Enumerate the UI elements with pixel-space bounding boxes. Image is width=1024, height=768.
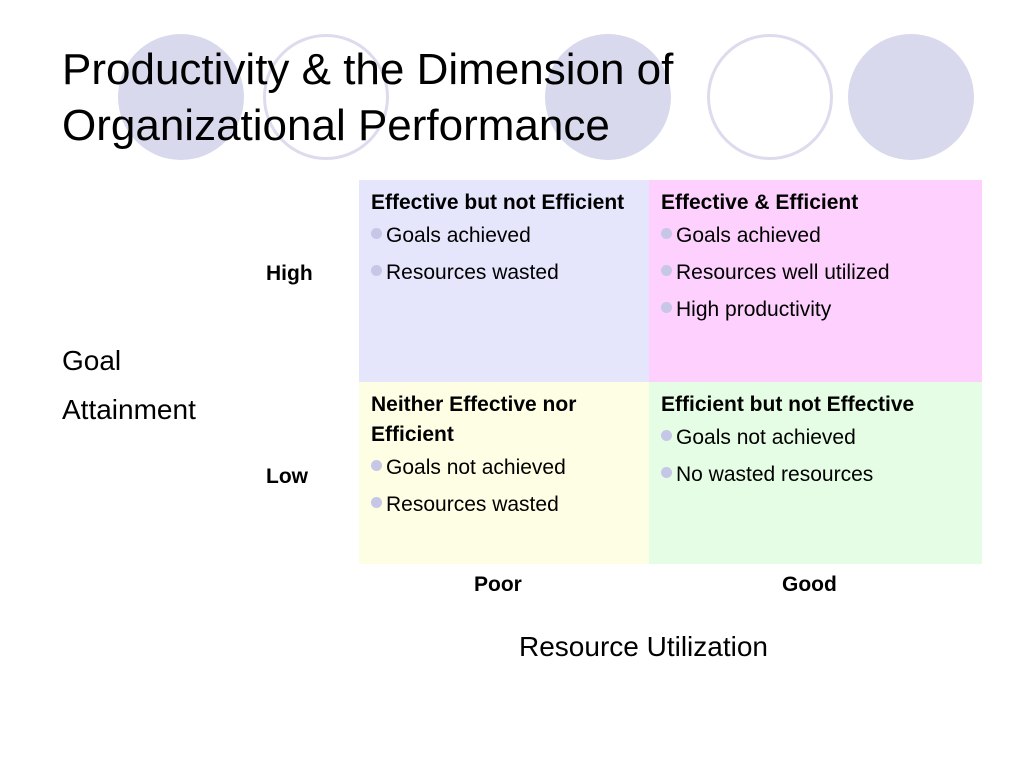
decorative-circle	[118, 34, 244, 160]
x-tick-poor: Poor	[474, 573, 522, 596]
list-item-text: Resources well utilized	[676, 261, 890, 284]
list-item: No wasted resources	[661, 462, 970, 488]
list-item-text: Goals achieved	[676, 224, 821, 247]
list-item: Goals not achieved	[661, 425, 970, 451]
slide-title-line1: Productivity & the Dimension of	[62, 45, 674, 94]
bullet-icon	[661, 467, 672, 478]
decorative-circle	[707, 34, 833, 160]
decorative-circle	[545, 34, 671, 160]
cell-list: Goals achieved Resources wasted	[371, 223, 637, 286]
matrix-cell-high-poor: Effective but not Efficient Goals achiev…	[359, 180, 649, 382]
cell-title: Efficient but not Effective	[661, 393, 915, 416]
x-tick-good: Good	[782, 573, 837, 596]
list-item: Resources well utilized	[661, 260, 970, 286]
y-tick-low: Low	[266, 465, 308, 488]
list-item-text: Goals not achieved	[676, 426, 856, 449]
matrix-cell-high-good: Effective & Efficient Goals achieved Res…	[649, 180, 982, 382]
y-axis-label-line2: Attainment	[62, 394, 196, 425]
bullet-icon	[371, 497, 382, 508]
bullet-icon	[661, 430, 672, 441]
list-item-text: Goals not achieved	[386, 456, 566, 479]
cell-list: Goals achieved Resources well utilized H…	[661, 223, 970, 323]
list-item-text: High productivity	[676, 298, 832, 321]
slide-title: Productivity & the Dimension of Organiza…	[62, 42, 962, 154]
cell-title: Effective & Efficient	[661, 191, 859, 214]
bullet-icon	[371, 228, 382, 239]
bullet-icon	[371, 460, 382, 471]
list-item: Goals not achieved	[371, 455, 637, 481]
cell-list: Goals not achieved No wasted resources	[661, 425, 970, 488]
y-axis-label-line1: Goal	[62, 345, 122, 376]
list-item-text: No wasted resources	[676, 463, 874, 486]
list-item-text: Goals achieved	[386, 224, 531, 247]
list-item: Resources wasted	[371, 492, 637, 518]
bullet-icon	[661, 228, 672, 239]
cell-title: Neither Effective nor Efficient	[371, 393, 577, 446]
matrix-cell-low-good: Efficient but not Effective Goals not ac…	[649, 382, 982, 564]
list-item: Resources wasted	[371, 260, 637, 286]
list-item: Goals achieved	[661, 223, 970, 249]
decorative-circle	[263, 34, 389, 160]
cell-list: Goals not achieved Resources wasted	[371, 455, 637, 518]
x-axis-label: Resource Utilization	[519, 631, 768, 662]
slide-title-line2: Organizational Performance	[62, 101, 610, 150]
y-tick-high: High	[266, 262, 313, 285]
y-axis-label: Goal Attainment	[62, 336, 196, 434]
list-item: Goals achieved	[371, 223, 637, 249]
list-item-text: Resources wasted	[386, 261, 559, 284]
list-item-text: Resources wasted	[386, 493, 559, 516]
bullet-icon	[661, 302, 672, 313]
matrix-cell-low-poor: Neither Effective nor Efficient Goals no…	[359, 382, 649, 564]
cell-title: Effective but not Efficient	[371, 191, 625, 214]
bullet-icon	[661, 265, 672, 276]
list-item: High productivity	[661, 297, 970, 323]
decorative-circle	[848, 34, 974, 160]
bullet-icon	[371, 265, 382, 276]
